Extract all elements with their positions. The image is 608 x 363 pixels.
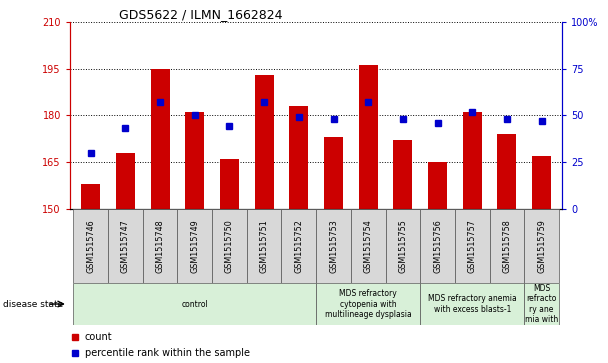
Bar [393,140,412,209]
Bar [489,209,524,283]
Text: GSM1515756: GSM1515756 [433,219,442,273]
Bar [143,209,178,283]
Bar [74,283,316,325]
Bar [524,283,559,325]
Text: GSM1515755: GSM1515755 [398,219,407,273]
Text: GSM1515759: GSM1515759 [537,219,546,273]
Text: percentile rank within the sample: percentile rank within the sample [85,348,250,358]
Text: MDS
refracto
ry ane
mia with: MDS refracto ry ane mia with [525,284,558,324]
Bar [524,209,559,283]
Text: GSM1515752: GSM1515752 [294,219,303,273]
Text: MDS refractory
cytopenia with
multilineage dysplasia: MDS refractory cytopenia with multilinea… [325,289,412,319]
Bar [420,209,455,283]
Bar [324,137,343,209]
Text: GSM1515748: GSM1515748 [156,219,165,273]
Bar [497,134,516,209]
Bar [81,184,100,209]
Bar [151,69,170,209]
Text: control: control [181,299,208,309]
Bar [247,209,282,283]
Bar [282,209,316,283]
Text: GDS5622 / ILMN_1662824: GDS5622 / ILMN_1662824 [119,8,283,21]
Text: GSM1515749: GSM1515749 [190,219,199,273]
Bar [463,112,482,209]
Bar [385,209,420,283]
Bar [316,283,420,325]
Text: GSM1515750: GSM1515750 [225,219,234,273]
Bar [108,209,143,283]
Bar [289,106,308,209]
Text: GSM1515753: GSM1515753 [329,219,338,273]
Bar [220,159,239,209]
Text: GSM1515751: GSM1515751 [260,219,269,273]
Bar [255,75,274,209]
Bar [420,283,524,325]
Text: GSM1515747: GSM1515747 [121,219,130,273]
Text: disease state: disease state [3,299,63,309]
Bar [359,65,378,209]
Text: GSM1515754: GSM1515754 [364,219,373,273]
Bar [316,209,351,283]
Bar [351,209,385,283]
Bar [212,209,247,283]
Text: count: count [85,332,112,342]
Bar [116,152,135,209]
Bar [455,209,489,283]
Text: GSM1515758: GSM1515758 [502,219,511,273]
Bar [532,156,551,209]
Bar [178,209,212,283]
Bar [428,162,447,209]
Text: GSM1515746: GSM1515746 [86,219,95,273]
Text: GSM1515757: GSM1515757 [468,219,477,273]
Bar [74,209,108,283]
Text: MDS refractory anemia
with excess blasts-1: MDS refractory anemia with excess blasts… [428,294,517,314]
Bar [185,112,204,209]
